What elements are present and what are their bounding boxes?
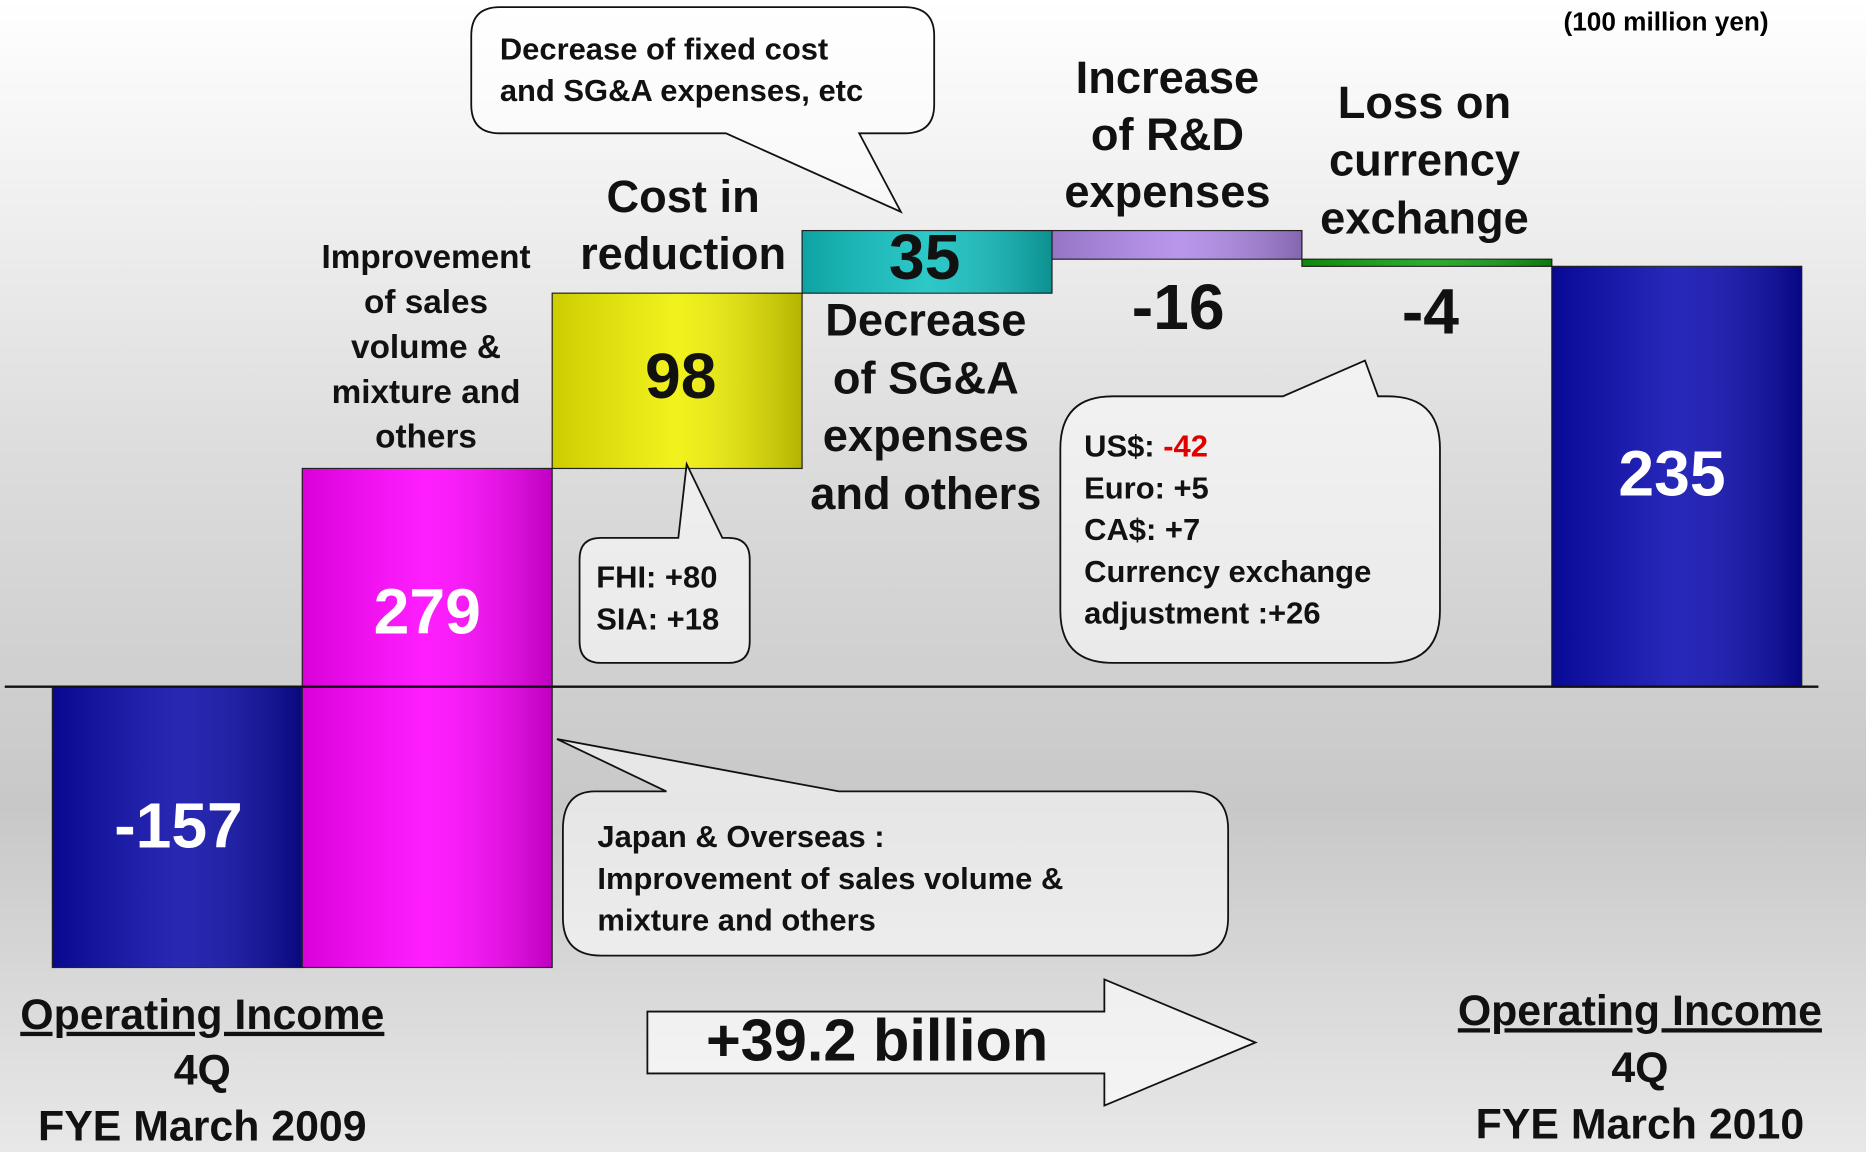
- category-label: volume &: [351, 329, 501, 366]
- bar-shade: [1052, 231, 1302, 260]
- category-label: Loss on: [1338, 77, 1511, 128]
- change-label: +39.2 billion: [706, 1007, 1048, 1074]
- callout-text: US$: -42: [1084, 429, 1208, 464]
- value-label: -16: [1132, 271, 1225, 343]
- value-label: 98: [645, 340, 716, 412]
- callout-text: Decrease of fixed cost: [500, 31, 828, 66]
- category-label: expenses: [823, 410, 1029, 461]
- category-label: Operating Income: [20, 991, 384, 1039]
- category-label: reduction: [580, 228, 786, 279]
- category-label: Operating Income: [1458, 987, 1822, 1035]
- category-label: Decrease: [825, 295, 1026, 346]
- callout-text: mixture and others: [597, 902, 875, 937]
- callout-text: Currency exchange: [1084, 554, 1371, 589]
- callout-text: adjustment :+26: [1084, 595, 1320, 630]
- callout-value: -42: [1163, 429, 1208, 464]
- callout-text: and SG&A expenses, etc: [500, 73, 863, 108]
- category-label: and others: [810, 468, 1041, 519]
- category-label: others: [375, 419, 477, 456]
- unit-label: (100 million yen): [1564, 7, 1769, 37]
- value-label: 35: [889, 221, 960, 293]
- category-label: 4Q: [1611, 1044, 1668, 1092]
- callout-text: Japan & Overseas :: [597, 819, 884, 854]
- category-label: currency: [1329, 135, 1520, 186]
- category-label: Improvement: [321, 239, 530, 276]
- chart: (100 million yen) Decrease of fixed cost…: [0, 0, 1866, 1152]
- callout-text: SIA: +18: [596, 601, 719, 636]
- category-label: of R&D: [1091, 109, 1244, 160]
- bar-shade: [302, 468, 552, 967]
- category-label: exchange: [1320, 192, 1529, 243]
- callout-text: FHI: +80: [596, 560, 717, 595]
- value-label: 235: [1618, 437, 1725, 509]
- category-label: Increase: [1076, 52, 1260, 103]
- category-label: FYE March 2010: [1476, 1100, 1805, 1148]
- callout-text: Euro: +5: [1084, 470, 1209, 505]
- callout-text: CA$: +7: [1084, 512, 1200, 547]
- value-label: 279: [374, 575, 481, 647]
- bar-shade: [1302, 259, 1552, 266]
- category-label: expenses: [1064, 166, 1270, 217]
- callout-text: US$:: [1084, 429, 1155, 464]
- value-label: -157: [114, 790, 243, 862]
- category-label: 4Q: [174, 1047, 231, 1095]
- value-label: -4: [1402, 276, 1459, 348]
- callout-text: Improvement of sales volume &: [597, 861, 1063, 896]
- category-label: FYE March 2009: [38, 1103, 367, 1151]
- category-label: mixture and: [332, 374, 521, 411]
- category-label: of SG&A: [833, 352, 1019, 403]
- category-label: Cost in: [606, 171, 759, 222]
- category-label: of sales: [364, 284, 488, 321]
